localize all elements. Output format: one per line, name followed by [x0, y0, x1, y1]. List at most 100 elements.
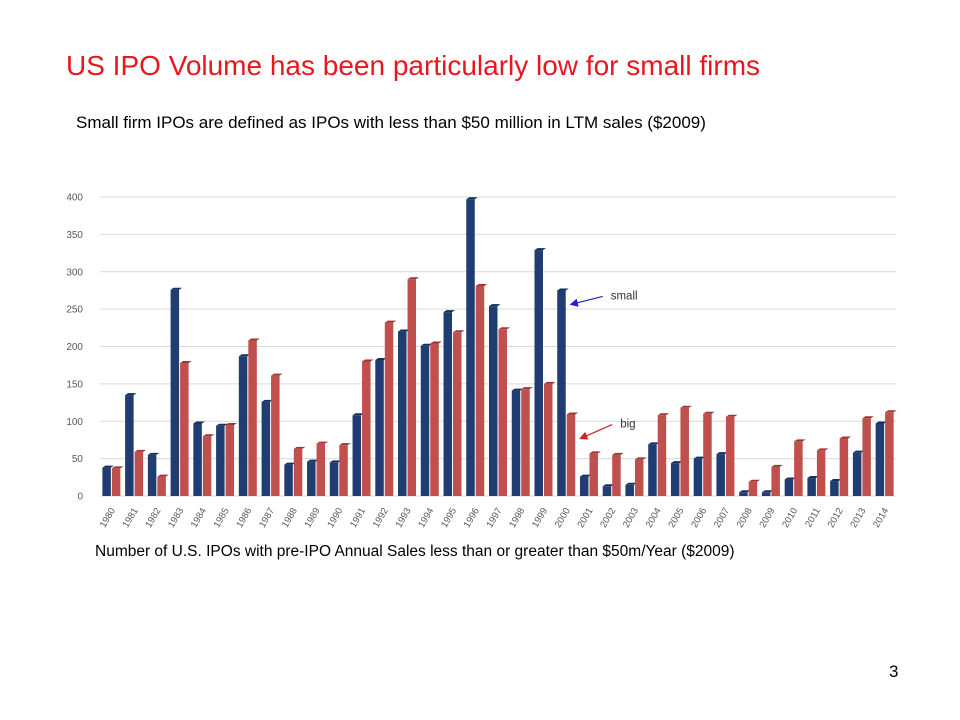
bar-small-2014 — [875, 423, 885, 496]
bar-top-big — [680, 405, 692, 408]
bar-big-2011 — [816, 450, 826, 496]
bar-top-big — [453, 330, 465, 333]
y-tick-label: 400 — [66, 193, 83, 204]
bar-top-small — [375, 357, 387, 360]
bar-small-1982 — [147, 454, 157, 496]
x-tick-label: 1992 — [371, 506, 391, 530]
x-tick-label: 1993 — [394, 506, 414, 530]
bar-big-2008 — [748, 481, 758, 496]
bar-top-big — [725, 414, 738, 417]
bar-top-big — [862, 416, 874, 419]
bar-top-big — [430, 341, 442, 344]
bar-top-big — [293, 446, 306, 449]
bar-small-2005 — [670, 463, 680, 496]
x-tick-label: 2001 — [575, 506, 595, 530]
bar-top-big — [271, 373, 283, 376]
bar-top-big — [498, 327, 510, 330]
x-tick-label: 2004 — [644, 506, 664, 530]
annotation-label-big: big — [620, 419, 635, 431]
bar-top-big — [248, 338, 260, 341]
x-tick-label: 1995 — [439, 506, 459, 530]
bar-small-2012 — [830, 481, 839, 496]
x-tick-label: 2010 — [780, 506, 800, 530]
bar-small-1990 — [329, 462, 339, 496]
bar-big-2001 — [589, 453, 598, 496]
bar-top-small — [170, 287, 183, 290]
bar-small-2007 — [716, 454, 725, 496]
bar-top-big — [157, 474, 169, 477]
x-tick-label: 1988 — [280, 506, 300, 530]
bar-small-2008 — [739, 492, 748, 496]
bar-top-small — [670, 461, 683, 464]
bar-small-1989 — [307, 461, 316, 496]
bar-top-big — [748, 479, 761, 482]
bar-top-big — [634, 457, 647, 460]
bar-big-2010 — [794, 441, 803, 496]
bar-top-big — [316, 441, 329, 444]
bar-big-1980 — [111, 468, 121, 496]
bar-big-2002 — [612, 454, 621, 496]
bar-top-small — [557, 288, 569, 291]
bar-small-2000 — [557, 290, 566, 496]
annotation-label-small: small — [611, 290, 638, 302]
bar-top-small — [852, 450, 865, 453]
x-tick-label: 1994 — [416, 506, 436, 530]
bar-big-2005 — [680, 407, 689, 496]
bar-top-big — [407, 277, 420, 280]
x-tick-label: 1981 — [121, 506, 141, 530]
bar-top-small — [193, 421, 205, 424]
bar-big-2009 — [771, 466, 780, 496]
bar-big-1994 — [430, 343, 439, 496]
bar-small-2002 — [602, 486, 612, 496]
bar-big-1997 — [498, 329, 507, 496]
bar-top-big — [521, 387, 533, 390]
x-tick-label: 2011 — [803, 506, 823, 529]
y-tick-label: 0 — [77, 492, 83, 503]
chart-caption: Number of U.S. IPOs with pre-IPO Annual … — [95, 543, 735, 560]
annotation-arrow-small — [569, 295, 603, 307]
bar-big-1981 — [134, 451, 144, 496]
bar-top-small — [261, 399, 274, 402]
bar-top-small — [307, 459, 319, 462]
x-tick-label: 1999 — [530, 506, 550, 530]
x-tick-label: 1996 — [462, 506, 482, 530]
bar-big-1985 — [225, 424, 235, 496]
bar-top-small — [125, 393, 137, 396]
bar-top-small — [352, 413, 365, 416]
bar-top-big — [202, 434, 215, 437]
bar-small-1997 — [489, 306, 498, 496]
bar-small-1983 — [170, 289, 180, 496]
bar-top-small — [739, 490, 751, 493]
y-tick-label: 150 — [66, 379, 83, 390]
bar-big-2013 — [862, 418, 871, 496]
y-tick-label: 50 — [72, 454, 84, 465]
slide-title: US IPO Volume has been particularly low … — [66, 50, 761, 81]
bar-top-small — [534, 248, 546, 251]
slide-subtitle: Small firm IPOs are defined as IPOs with… — [76, 113, 706, 132]
x-axis-ticks: 1980 1981 1982 1983 1984 1985 1986 1987 1988 1989… — [98, 506, 891, 530]
x-tick-label: 2000 — [553, 506, 573, 530]
bar-small-2004 — [648, 444, 657, 496]
bar-top-small — [830, 479, 842, 482]
bar-small-1985 — [216, 425, 225, 496]
bar-big-1998 — [521, 389, 530, 496]
bar-top-small — [875, 421, 888, 424]
x-tick-label: 1998 — [507, 506, 527, 530]
bar-top-big — [566, 412, 579, 415]
bar-big-2007 — [725, 416, 735, 496]
bar-big-2000 — [566, 414, 576, 496]
x-tick-label: 1984 — [189, 506, 209, 530]
bar-big-1987 — [271, 375, 280, 496]
bar-top-small — [784, 477, 797, 480]
x-tick-label: 2006 — [689, 506, 709, 530]
bar-top-small — [238, 354, 251, 357]
bar-small-1995 — [443, 312, 453, 496]
ipo-volume-chart: 0 50 100 150 200 250 300 350 400 1980 1981 1982 198… — [52, 180, 898, 540]
bar-big-1986 — [248, 340, 257, 496]
y-axis-ticks: 0 50 100 150 200 250 300 350 400 — [66, 193, 83, 503]
bar-top-big — [339, 443, 351, 446]
bar-big-1990 — [339, 445, 348, 496]
x-tick-label: 2008 — [735, 506, 755, 530]
bar-top-big — [134, 449, 147, 452]
bar-top-small — [761, 490, 774, 493]
